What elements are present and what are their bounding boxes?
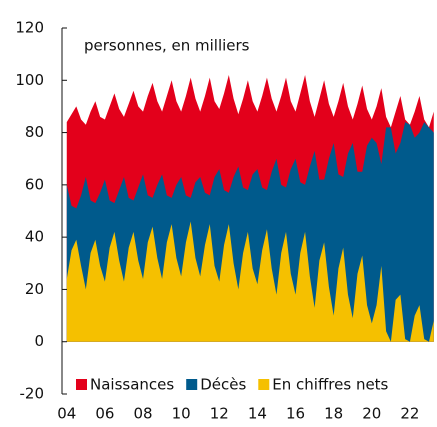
x-tick-label: 06: [95, 405, 114, 423]
y-tick-label: 0: [34, 332, 44, 350]
chart-title: personnes, en milliers: [84, 37, 250, 55]
y-tick-label: 40: [25, 228, 44, 246]
y-tick-label: 60: [25, 175, 44, 193]
legend-swatch: [76, 379, 87, 390]
x-tick-label: 04: [57, 405, 76, 423]
x-tick-label: 22: [400, 405, 419, 423]
y-tick-label: 80: [25, 123, 44, 141]
x-tick-label: 08: [133, 405, 152, 423]
x-tick-label: 16: [286, 405, 305, 423]
y-tick-label: 20: [25, 280, 44, 298]
legend-label: En chiffres nets: [272, 376, 388, 394]
legend-label: Naissances: [90, 376, 174, 394]
x-tick-label: 18: [324, 405, 343, 423]
legend-swatch: [186, 379, 198, 390]
y-tick-label: -20: [20, 385, 45, 403]
y-tick-label: 100: [15, 71, 44, 89]
area: [66, 221, 434, 342]
x-tick-label: 14: [248, 405, 267, 423]
x-tick-label: 10: [172, 405, 191, 423]
legend-label: Décès: [200, 376, 246, 394]
x-tick-label: 20: [362, 405, 381, 423]
x-tick-label: 12: [210, 405, 229, 423]
legend-swatch: [258, 379, 270, 390]
y-tick-label: 120: [15, 19, 44, 37]
